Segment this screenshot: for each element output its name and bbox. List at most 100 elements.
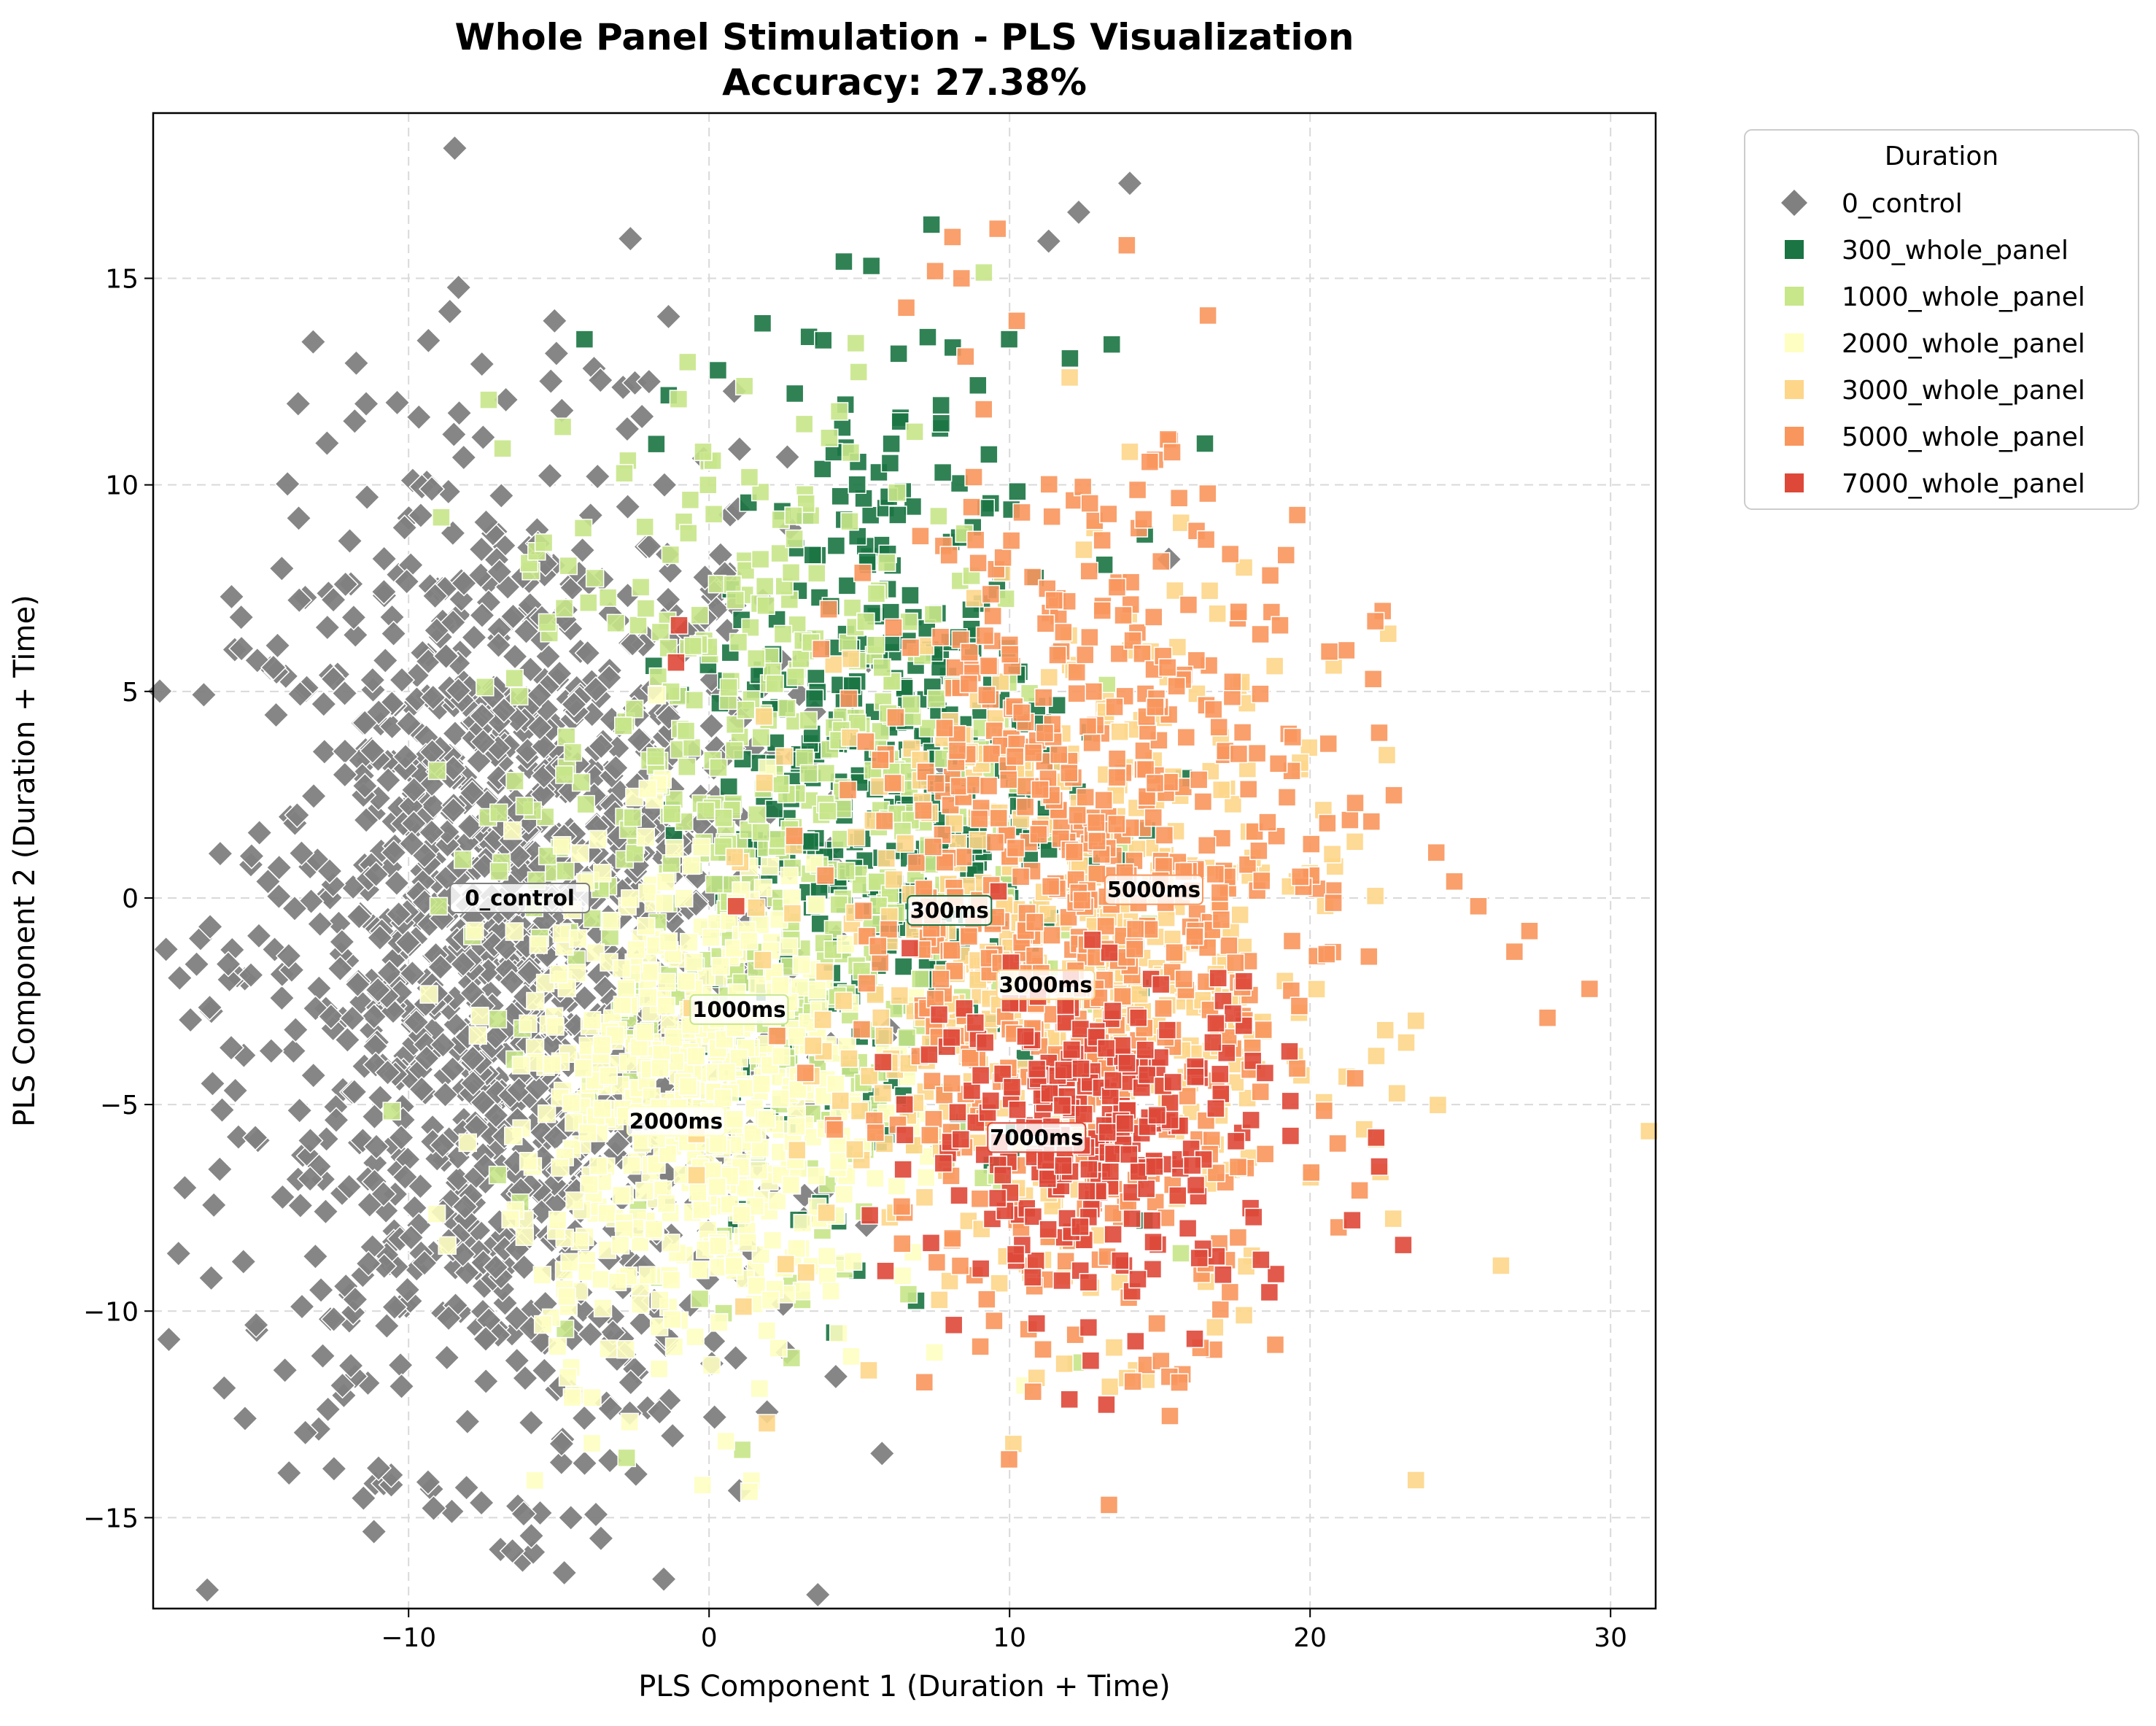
point-1000_whole_panel [773,624,793,644]
point-3000_whole_panel [873,1083,893,1103]
point-7000_whole_panel [1137,1065,1157,1085]
point-5000_whole_panel [956,347,975,366]
point-5000_whole_panel [1001,531,1021,550]
point-1000_whole_panel [479,390,498,409]
point-0_control [327,955,354,982]
point-7000_whole_panel [1252,1250,1271,1269]
point-1000_whole_panel [534,533,554,552]
point-1000_whole_panel [488,1165,508,1185]
point-0_control [376,959,403,986]
point-2000_whole_panel [582,1433,602,1453]
point-7000_whole_panel [1260,1282,1279,1302]
point-0_control [300,1062,327,1089]
point-0_control [285,505,312,532]
point-5000_whole_panel [983,606,1002,626]
point-0_control [365,1455,392,1482]
point-0_control [339,1005,366,1032]
point-0_control [196,994,223,1021]
point-3000_whole_panel [859,1361,878,1380]
point-0_control [371,545,398,573]
point-0_control [470,728,497,755]
point-5000_whole_panel [1099,1495,1119,1514]
point-5000_whole_panel [1362,812,1381,831]
point-0_control [415,327,442,354]
point-2000_whole_panel [662,1234,680,1253]
y-tick-label: −15 [83,1504,139,1533]
point-0_control [569,537,596,564]
point-3000_whole_panel [823,655,843,674]
point-7000_whole_panel [1081,1351,1101,1370]
point-3000_whole_panel [890,986,910,1005]
point-2000_whole_panel [525,1471,544,1490]
legend-marker-7000_whole_panel [1785,473,1804,492]
point-0_control [503,1347,530,1374]
point-3000_whole_panel [1428,1095,1448,1115]
point-7000_whole_panel [1182,1156,1202,1175]
point-2000_whole_panel [779,937,799,956]
point-0_control [482,1253,509,1281]
point-2000_whole_panel [787,1239,806,1258]
point-1000_whole_panel [680,490,700,510]
point-0_control [341,408,368,435]
x-tick-label: 20 [1293,1623,1327,1653]
point-0_control [362,1133,390,1160]
point-7000_whole_panel [1112,1036,1132,1055]
point-7000_whole_panel [1281,1126,1300,1145]
point-5000_whole_panel [1093,601,1112,620]
point-1000_whole_panel [840,511,859,531]
point-2000_whole_panel [549,964,568,983]
point-5000_whole_panel [998,770,1018,789]
point-3000_whole_panel [1171,513,1190,533]
point-2000_whole_panel [686,1327,705,1347]
point-0_control [190,681,217,708]
point-5000_whole_panel [989,808,1008,828]
point-2000_whole_panel [644,1220,664,1239]
point-1000_whole_panel [600,927,620,946]
point-2000_whole_panel [761,1290,780,1310]
point-5000_whole_panel [1204,700,1223,719]
point-5000_whole_panel [1152,1351,1171,1371]
point-0_control [432,1081,459,1108]
point-3000_whole_panel [969,831,988,850]
legend-title: Duration [1885,142,1998,171]
point-0_control [527,1499,554,1526]
point-0_control [225,1123,252,1150]
point-2000_whole_panel [675,889,694,908]
point-5000_whole_panel [943,228,962,247]
point-3000_whole_panel [1110,722,1129,741]
point-7000_whole_panel [1190,1248,1209,1268]
point-2000_whole_panel [599,1339,618,1358]
point-0_control [268,555,295,582]
point-0_control [286,1097,313,1124]
point-1000_whole_panel [585,568,605,588]
point-5000_whole_panel [1114,605,1133,625]
point-3000_whole_panel [1211,780,1231,800]
point-5000_whole_panel [1169,489,1189,508]
point-7000_whole_panel [1144,1232,1163,1252]
point-5000_whole_panel [1087,813,1106,832]
point-0_control [511,1365,539,1392]
point-0_control [334,1026,361,1053]
point-5000_whole_panel [896,298,916,317]
point-300_whole_panel [1060,349,1079,368]
point-5000_whole_panel [1078,717,1098,736]
point-2000_whole_panel [560,1253,579,1272]
point-0_control [445,274,472,301]
point-0_control [320,587,347,614]
point-2000_whole_panel [662,1271,681,1290]
point-0_control [196,913,224,940]
point-5000_whole_panel [1079,562,1098,581]
point-5000_whole_panel [1251,684,1270,703]
point-0_control [398,1224,424,1251]
point-5000_whole_panel [969,809,989,829]
point-5000_whole_panel [1317,945,1336,964]
point-0_control [571,1404,598,1432]
point-2000_whole_panel [589,829,608,849]
point-7000_whole_panel [1145,1157,1164,1176]
point-7000_whole_panel [1115,1114,1135,1133]
point-1000_whole_panel [476,678,495,697]
point-0_control [218,583,245,610]
point-5000_whole_panel [892,1197,912,1216]
point-7000_whole_panel [1151,975,1171,994]
